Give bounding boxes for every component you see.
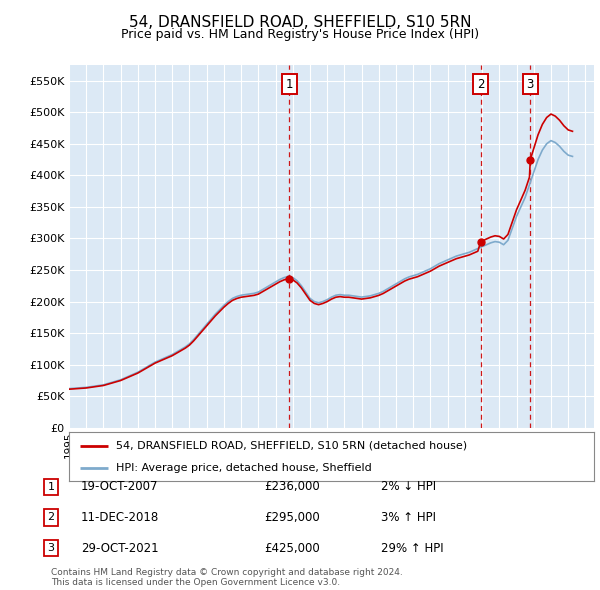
Text: 2% ↓ HPI: 2% ↓ HPI [381, 480, 436, 493]
Text: 11-DEC-2018: 11-DEC-2018 [81, 511, 159, 524]
Text: 2: 2 [47, 513, 55, 522]
Text: £236,000: £236,000 [264, 480, 320, 493]
Text: 3: 3 [527, 78, 534, 91]
Text: 3: 3 [47, 543, 55, 553]
Text: £425,000: £425,000 [264, 542, 320, 555]
Text: 1: 1 [286, 78, 293, 91]
Text: 3% ↑ HPI: 3% ↑ HPI [381, 511, 436, 524]
Text: Price paid vs. HM Land Registry's House Price Index (HPI): Price paid vs. HM Land Registry's House … [121, 28, 479, 41]
Text: 29-OCT-2021: 29-OCT-2021 [81, 542, 158, 555]
Text: 29% ↑ HPI: 29% ↑ HPI [381, 542, 443, 555]
Text: £295,000: £295,000 [264, 511, 320, 524]
Text: Contains HM Land Registry data © Crown copyright and database right 2024.
This d: Contains HM Land Registry data © Crown c… [51, 568, 403, 587]
Text: 1: 1 [47, 482, 55, 491]
Text: 54, DRANSFIELD ROAD, SHEFFIELD, S10 5RN: 54, DRANSFIELD ROAD, SHEFFIELD, S10 5RN [129, 15, 471, 30]
Text: 54, DRANSFIELD ROAD, SHEFFIELD, S10 5RN (detached house): 54, DRANSFIELD ROAD, SHEFFIELD, S10 5RN … [116, 441, 467, 451]
Text: HPI: Average price, detached house, Sheffield: HPI: Average price, detached house, Shef… [116, 463, 372, 473]
Text: 2: 2 [477, 78, 484, 91]
Text: 19-OCT-2007: 19-OCT-2007 [81, 480, 158, 493]
